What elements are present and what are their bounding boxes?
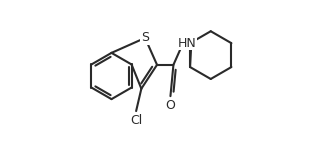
Text: S: S: [141, 31, 149, 44]
Text: O: O: [165, 99, 175, 112]
Text: Cl: Cl: [130, 114, 142, 126]
Text: HN: HN: [178, 37, 196, 50]
